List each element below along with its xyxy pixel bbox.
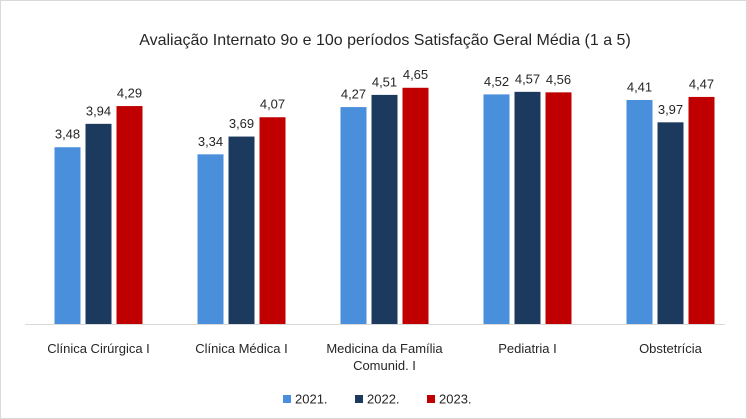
data-label: 3,48 [55,127,80,142]
x-tick-label: Obstetrícia [639,341,702,356]
legend-label: 2021. [295,391,328,406]
data-label: 3,94 [86,103,111,118]
x-tick-label: Clínica Médica I [195,341,288,356]
data-label: 4,27 [341,87,366,102]
data-label: 4,56 [546,72,571,87]
bar [228,136,255,324]
legend-swatch [355,395,363,403]
bar [514,91,541,325]
data-label: 4,41 [627,79,652,94]
data-label: 4,52 [484,74,509,89]
data-label: 4,29 [117,86,142,101]
data-label: 4,51 [372,74,397,89]
data-label: 4,07 [260,97,285,112]
bar [340,107,367,324]
bar [402,87,429,324]
legend-swatch [427,395,435,403]
bar [259,117,286,324]
bar [116,106,143,325]
x-tick-label: Pediatria I [498,341,557,356]
data-label: 3,69 [229,116,254,131]
legend-label: 2023. [439,391,472,406]
legend-swatch [283,395,291,403]
x-tick-label: Clínica Cirúrgica I [47,341,150,356]
bar [197,154,224,324]
data-label: 4,47 [689,76,714,91]
chart-title: Avaliação Internato 9o e 10o períodos Sa… [139,32,631,49]
data-label: 4,57 [515,71,540,86]
data-label: 4,65 [403,67,428,82]
bar [688,96,715,324]
bar [545,92,572,325]
bar [371,94,398,324]
data-label: 3,34 [198,134,223,149]
data-label: 3,97 [658,102,683,117]
x-tick-label: Medicina da Família Comunid. I [326,341,443,373]
bar [626,99,653,324]
bar [657,122,684,324]
legend-label: 2022. [367,391,400,406]
bar [483,94,510,324]
bar [54,147,81,324]
bar [85,123,112,325]
